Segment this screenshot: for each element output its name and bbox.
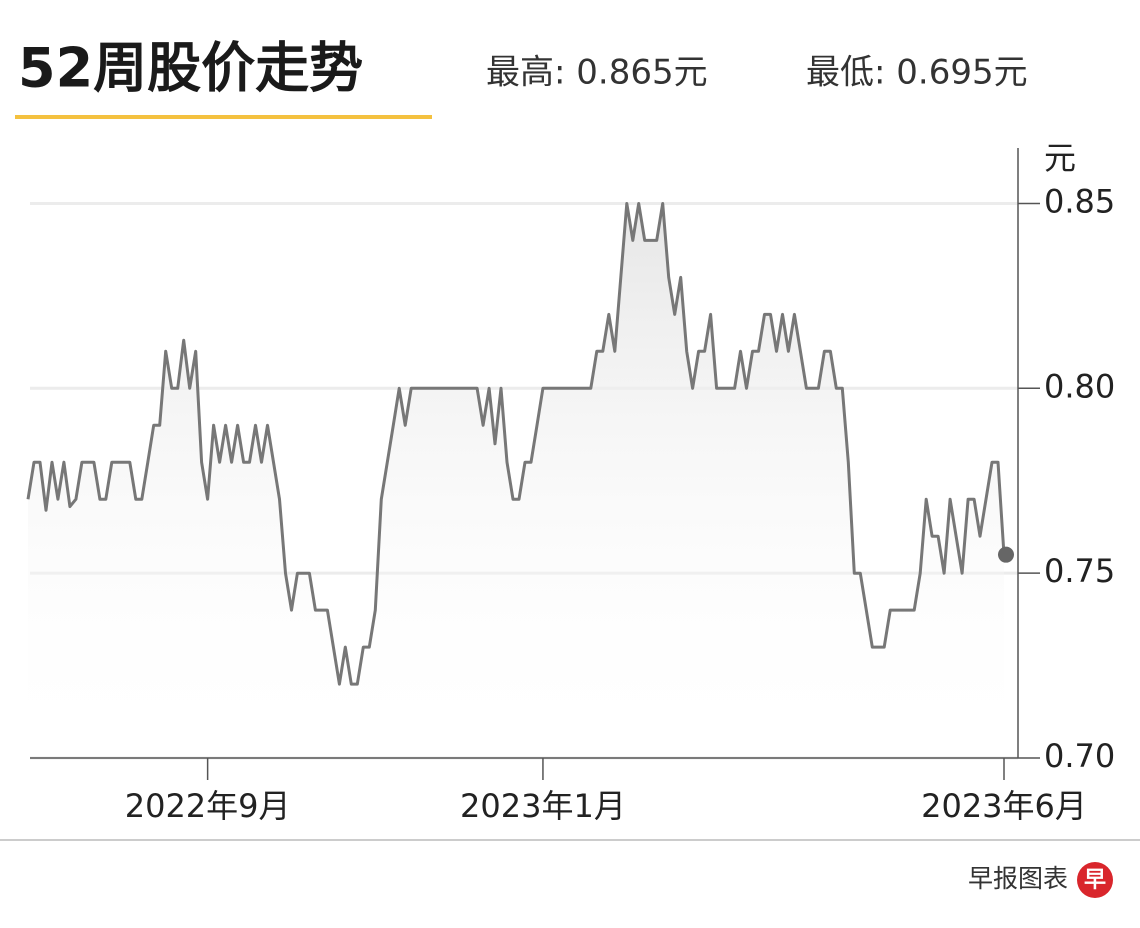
title-underline: [15, 115, 432, 119]
source: 早报图表: [968, 864, 1068, 893]
price-line: [26, 202, 1006, 686]
y-tick-label: 0.80: [1044, 367, 1115, 405]
chart-title: 52周股价走势: [18, 37, 363, 100]
logo: 早: [1084, 868, 1106, 893]
subtitle-high: 最高: 0.865元: [486, 53, 708, 93]
y-tick-label: 0.85: [1044, 182, 1115, 220]
y-axis-label: 元: [1044, 139, 1076, 177]
y-tick-label: 0.75: [1044, 552, 1115, 590]
area: [28, 203, 1004, 758]
x-tick-label: 2023年1月: [460, 787, 626, 825]
x-tick-label: 2022年9月: [125, 787, 291, 825]
last-point: [998, 546, 1014, 563]
y-tick-label: 0.70: [1044, 737, 1115, 775]
subtitle-low: 最低: 0.695元: [806, 53, 1028, 93]
logo-badge: [1077, 862, 1113, 898]
x-tick-label: 2023年6月: [921, 787, 1087, 825]
